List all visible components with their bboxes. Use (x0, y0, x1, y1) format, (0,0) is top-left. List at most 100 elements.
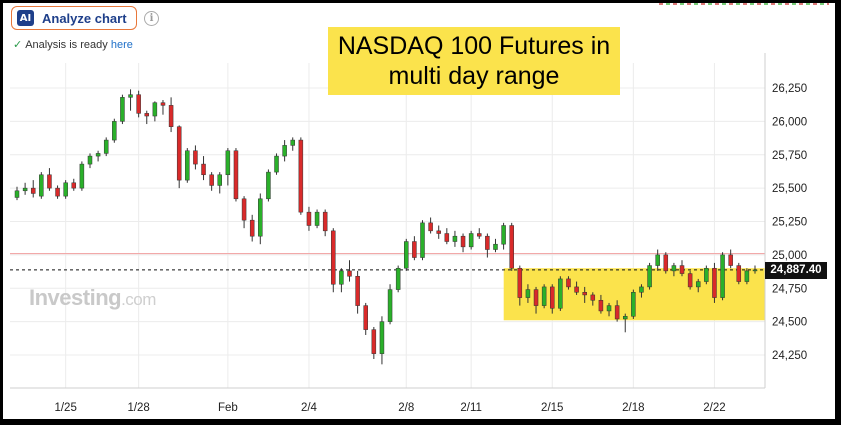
candle-body (347, 270, 352, 277)
candlestick-chart[interactable]: 24,250 24,500 24,750 25,000 25,250 25,500 25,7… (3, 3, 835, 419)
candle-body (477, 233, 482, 237)
candle (712, 262, 717, 303)
y-tick-label: 25,750 (772, 150, 807, 162)
candle-body (185, 150, 190, 181)
candle (663, 252, 669, 274)
candle (201, 156, 206, 181)
candle (306, 206, 312, 231)
x-tick-label: 2/18 (622, 402, 644, 414)
candle (112, 118, 117, 143)
candle-body (314, 211, 320, 226)
candle (606, 302, 612, 317)
candle (274, 153, 279, 175)
candle-body (258, 198, 263, 237)
candle-body (468, 233, 474, 248)
candle (30, 180, 36, 198)
candle-body (103, 139, 109, 154)
logo-suffix: .com (121, 290, 156, 309)
analyze-chart-button[interactable]: AI Analyze chart (11, 6, 137, 30)
candle (566, 276, 571, 290)
candle (225, 148, 231, 186)
candle (347, 260, 352, 282)
candle-body (606, 305, 612, 312)
candle-body (47, 174, 52, 189)
candle-body (79, 163, 85, 189)
candle (95, 150, 101, 162)
candle-body (525, 289, 531, 298)
status-link[interactable]: here (110, 39, 133, 51)
candle (39, 172, 44, 199)
annotation-line-1: NASDAQ 100 Futures in (337, 32, 611, 60)
candle-body (379, 321, 385, 354)
candle (258, 193, 263, 245)
candle (193, 145, 198, 170)
candle-body (274, 155, 279, 173)
candle-body (541, 286, 547, 306)
candle (290, 137, 295, 151)
candle-body (728, 254, 733, 266)
candle (55, 185, 60, 199)
candle-body (395, 267, 401, 290)
candle (679, 260, 685, 277)
candle-body (533, 289, 539, 306)
x-tick-label: 1/25 (54, 402, 76, 414)
candles (14, 89, 758, 365)
candle (622, 313, 628, 333)
candle-body (712, 267, 717, 298)
candle (631, 289, 636, 319)
candle (517, 265, 523, 306)
candle (590, 292, 596, 306)
info-icon[interactable]: i (144, 11, 159, 26)
y-axis: 24,250 24,500 24,750 25,000 25,250 25,500 25,7… (764, 53, 807, 388)
candle (404, 238, 409, 271)
candle (363, 302, 368, 335)
x-tick-label: 2/4 (301, 402, 318, 414)
candle (217, 172, 222, 194)
last-price-tag: 24,887.40 (765, 262, 827, 279)
candle (574, 281, 579, 295)
candle (209, 172, 214, 191)
candle (444, 228, 450, 245)
candle-body (249, 219, 255, 237)
candle-body (598, 300, 604, 312)
candle-body (30, 187, 36, 194)
candle (266, 169, 271, 202)
candle-body (744, 270, 750, 282)
annotation-line-2: multi day range (388, 62, 560, 90)
candle-body (144, 113, 150, 117)
candle (533, 286, 539, 314)
candle-body (282, 145, 287, 157)
candle-body (112, 121, 117, 141)
candle (736, 262, 742, 285)
candle (550, 284, 555, 314)
ai-icon: AI (17, 10, 34, 26)
x-tick-label: 2/15 (541, 402, 563, 414)
candle-body (631, 292, 636, 317)
candle (428, 217, 433, 234)
candle (298, 137, 304, 215)
candle (379, 316, 385, 365)
candle-body (679, 265, 685, 274)
candle-body (404, 241, 409, 269)
candle (704, 265, 709, 285)
candle (477, 228, 482, 239)
candle-body (176, 126, 182, 181)
candle-body (168, 105, 174, 127)
candle (655, 249, 660, 271)
candle (249, 214, 255, 242)
y-tick-label: 24,500 (772, 317, 807, 329)
x-tick-label: Feb (218, 402, 238, 414)
candle (525, 284, 531, 303)
candle (233, 148, 239, 202)
candle (558, 276, 563, 311)
candle (87, 153, 93, 169)
candle (744, 268, 750, 285)
candle-body (501, 225, 506, 245)
candle (282, 140, 287, 162)
x-tick-label: 2/8 (398, 402, 414, 414)
candle-body (452, 235, 458, 242)
candle (71, 178, 77, 191)
candle-body (704, 267, 709, 282)
candle (728, 249, 733, 269)
candle-body (371, 329, 377, 354)
